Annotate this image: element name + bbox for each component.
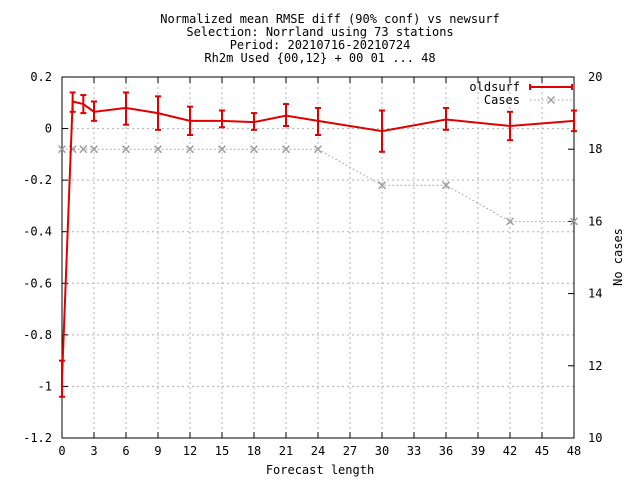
grid-lines	[62, 77, 574, 438]
y-tick-label: -0.4	[23, 225, 52, 239]
legend-sample-cases-marker	[546, 95, 556, 105]
x-tick-label: 42	[503, 444, 517, 458]
series-oldsurf	[59, 91, 577, 398]
y2-axis-ticks: 20 18 16 14 12 10	[568, 70, 602, 445]
y-tick-label: 0	[45, 122, 52, 136]
y2-tick-label: 10	[588, 431, 602, 445]
legend-label-cases: Cases	[484, 93, 520, 107]
y-tick-label: -0.8	[23, 328, 52, 342]
y2-tick-label: 18	[588, 142, 602, 156]
cases-point	[121, 145, 131, 154]
x-tick-label: 9	[154, 444, 161, 458]
x-tick-label: 36	[439, 444, 453, 458]
y-tick-label: -0.6	[23, 276, 52, 290]
x-tick-label: 15	[215, 444, 229, 458]
x-tick-label: 30	[375, 444, 389, 458]
x-tick-label: 3	[90, 444, 97, 458]
chart-title-line-1: Normalized mean RMSE diff (90% conf) vs …	[160, 12, 500, 26]
cases-point	[313, 145, 323, 154]
legend-label-oldsurf: oldsurf	[469, 80, 520, 94]
cases-point	[217, 145, 227, 154]
cases-point	[79, 145, 88, 154]
y2-tick-label: 14	[588, 287, 602, 301]
x-axis-label: Forecast length	[266, 463, 374, 477]
chart-title-block: Normalized mean RMSE diff (90% conf) vs …	[160, 12, 500, 65]
chart-title-line-3: Period: 20210716-20210724	[230, 38, 411, 52]
x-tick-label: 33	[407, 444, 421, 458]
y-axis-ticks: 0.2 0 -0.2 -0.4 -0.6 -0.8 -1 -1.2	[23, 70, 68, 445]
cases-point	[153, 145, 163, 154]
x-tick-label: 48	[567, 444, 581, 458]
cases-point	[441, 181, 451, 190]
x-tick-label: 45	[535, 444, 549, 458]
y-tick-label: 0.2	[30, 70, 52, 84]
cases-point	[89, 145, 99, 154]
cases-point	[185, 145, 195, 154]
y2-tick-label: 16	[588, 214, 602, 228]
cases-point	[281, 145, 291, 154]
cases-point	[249, 145, 259, 154]
chart-title-line-4: Rh2m Used {00,12} + 00 01 ... 48	[204, 51, 435, 65]
x-tick-label: 6	[122, 444, 129, 458]
cases-point	[377, 181, 387, 190]
cases-point	[569, 217, 579, 226]
y2-axis-label: No cases	[611, 228, 625, 286]
y-tick-label: -1	[38, 379, 52, 393]
x-axis-ticks: 0 3 6 9 12 15 18 21 24 27 30 33 36 39 42 45 48	[58, 77, 581, 458]
y2-tick-label: 12	[588, 359, 602, 373]
legend: oldsurf Cases	[469, 80, 573, 107]
x-tick-label: 18	[247, 444, 261, 458]
cases-point	[57, 145, 67, 154]
x-tick-label: 21	[279, 444, 293, 458]
chart-title-line-2: Selection: Norrland using 73 stations	[186, 25, 453, 39]
x-tick-label: 39	[471, 444, 485, 458]
x-tick-label: 12	[183, 444, 197, 458]
y2-tick-label: 20	[588, 70, 602, 84]
cases-line	[62, 148, 574, 222]
x-tick-label: 24	[311, 444, 325, 458]
x-tick-label: 0	[58, 444, 65, 458]
cases-point	[505, 217, 515, 226]
x-tick-label: 27	[343, 444, 357, 458]
y-tick-label: -1.2	[23, 431, 52, 445]
y-tick-label: -0.2	[23, 173, 52, 187]
